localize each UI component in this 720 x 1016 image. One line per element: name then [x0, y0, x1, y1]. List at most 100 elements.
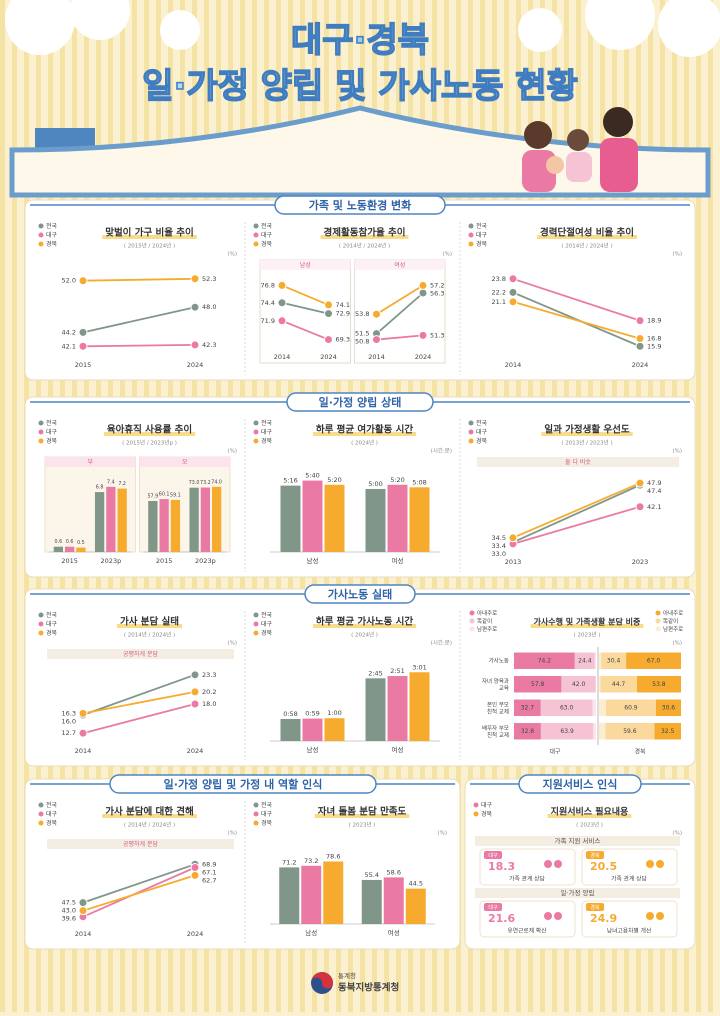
item-value: 20.5: [590, 860, 617, 873]
value-label: 18.9: [647, 317, 661, 325]
value-label: 30.4: [607, 657, 621, 664]
chart-title: 가사수행 및 가족생활 분담 비중: [534, 617, 641, 627]
data-point: [278, 317, 286, 325]
legend-marker: [39, 803, 44, 808]
section-title: 일·가정 양립 상태: [319, 395, 402, 409]
unit-label: (시간:분): [431, 447, 452, 455]
unit-label: (%): [227, 641, 237, 647]
bar: [303, 719, 323, 741]
value-label: 1:00: [327, 709, 342, 717]
bar: [171, 500, 180, 552]
stacked-segment: [599, 676, 600, 692]
unit-label: (시간:분): [431, 639, 452, 647]
value-label: 72.9: [336, 310, 350, 318]
x-tick-label: 여성: [392, 556, 404, 565]
x-tick-label: 2014: [274, 353, 291, 361]
section-title: 지원서비스 인식: [543, 777, 618, 791]
data-point: [79, 342, 87, 350]
value-label: 67.1: [202, 868, 216, 876]
value-label: 39.6: [62, 915, 76, 923]
value-label: 55.4: [365, 871, 379, 879]
icon: [544, 912, 552, 920]
value-label: 5:08: [412, 478, 427, 486]
x-tick-label: 남성: [307, 556, 319, 565]
value-label: 32.5: [661, 728, 675, 735]
section-title: 가사노동 실태: [328, 587, 393, 601]
value-label: 69.3: [336, 336, 350, 344]
chart-subtitle: ( 2023년 ): [576, 821, 603, 829]
item-label: 유연근로제 확산: [507, 927, 547, 935]
chart-subtitle: ( 2023년 ): [349, 821, 376, 829]
x-tick-label: 2023p: [101, 557, 122, 565]
legend-label: 대구: [481, 801, 493, 809]
x-tick-label: 남성: [305, 928, 317, 937]
legend-label: 경북: [46, 820, 58, 827]
value-label: 47.9: [647, 479, 661, 487]
legend-label: 전국: [261, 222, 273, 230]
chart-title: 맞벌이 가구 비율 추이: [105, 227, 194, 239]
value-label: 57.2: [430, 281, 444, 289]
item-label: 가족 관계 상담: [611, 875, 647, 883]
x-tick-label: 여성: [388, 928, 400, 937]
chart-subtitle: ( 2014년 / 2024년 ): [339, 242, 390, 250]
chart-title: 지원서비스 필요내용: [551, 806, 629, 818]
data-point: [79, 899, 87, 907]
value-label: 53.8: [355, 310, 369, 318]
legend-label: 대구: [46, 620, 58, 628]
legend-marker: [254, 803, 259, 808]
bar: [410, 487, 430, 552]
panel-label: 남성: [300, 261, 311, 269]
x-tick-label: 2024: [187, 361, 204, 369]
data-point: [79, 709, 87, 717]
value-label: 18.0: [202, 700, 216, 708]
bar: [159, 499, 168, 552]
value-label: 0.6: [55, 539, 63, 545]
section-title: 가족 및 노동환경 변화: [309, 198, 412, 212]
legend-marker: [39, 224, 44, 229]
value-label: 73.2: [200, 480, 211, 486]
unit-label: (%): [227, 831, 237, 837]
bar: [65, 547, 74, 552]
value-label: 50.8: [355, 338, 369, 346]
value-label: 0.5: [77, 540, 85, 546]
legend-marker: [254, 613, 259, 618]
legend-marker: [469, 421, 474, 426]
legend-marker: [39, 421, 44, 426]
legend-marker: [474, 812, 479, 817]
value-label: 16.0: [62, 717, 76, 725]
unit-label: (%): [672, 252, 682, 258]
bar: [281, 719, 301, 741]
value-label: 0:59: [305, 710, 320, 718]
panel-label: 부: [87, 459, 93, 466]
data-point: [191, 688, 199, 696]
x-tick-label: 2024: [415, 353, 432, 361]
value-label: 20.2: [202, 688, 216, 696]
legend-label: 경북: [46, 438, 58, 445]
x-tick-label: 남성: [307, 745, 319, 754]
legend-label: 경북: [476, 241, 488, 248]
value-label: 7.4: [107, 479, 115, 485]
value-label: 16.8: [647, 335, 661, 343]
value-label: 71.2: [282, 858, 296, 866]
legend-label: 대구: [46, 428, 58, 436]
legend-marker: [474, 803, 479, 808]
chart-subtitle: ( 2023년 ): [574, 631, 601, 639]
data-point: [191, 341, 199, 349]
value-label: 59.6: [623, 728, 637, 735]
chart-subtitle: ( 2015년 / 2023년p ): [122, 439, 177, 447]
unit-label: (%): [227, 449, 237, 455]
legend-marker: [39, 439, 44, 444]
x-tick-label: 여성: [392, 745, 404, 754]
value-label: 15.9: [647, 343, 661, 351]
legend-marker: [469, 439, 474, 444]
legend-marker: [39, 622, 44, 627]
section-title: 일·가정 양립 및 가정 내 역할 인식: [164, 777, 323, 791]
legend-label: 경북: [261, 438, 273, 445]
data-point: [191, 275, 199, 283]
legend-marker: [39, 631, 44, 636]
icon: [554, 912, 562, 920]
bar: [388, 485, 408, 552]
legend-label: 대구: [261, 231, 273, 239]
icon: [646, 912, 654, 920]
value-label: 44.7: [612, 681, 626, 688]
